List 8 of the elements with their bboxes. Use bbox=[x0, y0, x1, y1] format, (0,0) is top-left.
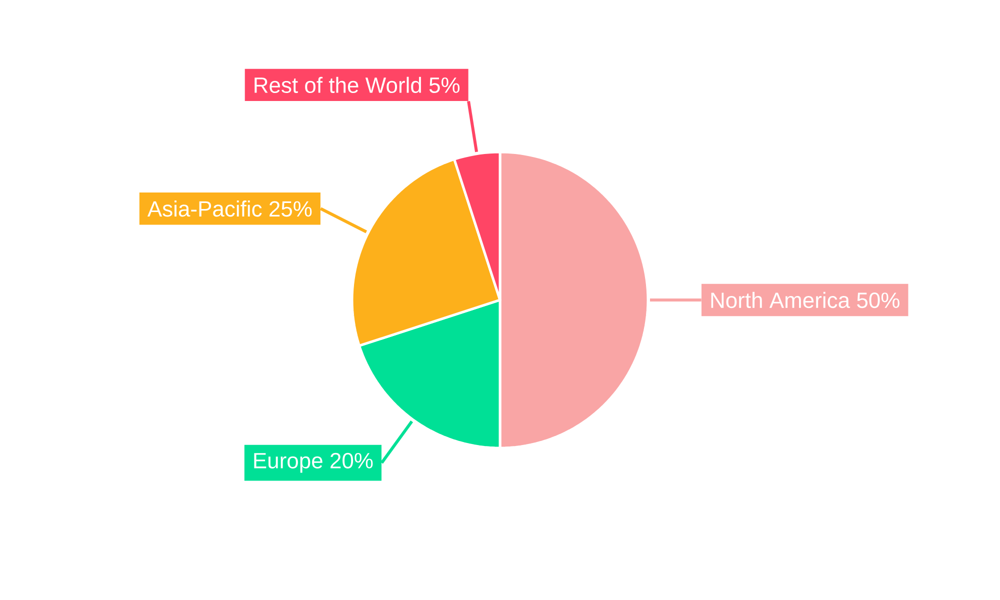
slice-label: Europe bbox=[254, 453, 322, 473]
slice-label: North America bbox=[711, 292, 850, 308]
data-label: 50% bbox=[857, 292, 900, 308]
data-label: 25% bbox=[270, 201, 312, 217]
slice-label: Rest of the World bbox=[254, 76, 421, 93]
slice-label: Asia-Pacific bbox=[147, 200, 262, 217]
data-label: 5% bbox=[429, 78, 460, 93]
data-label: 20% bbox=[330, 452, 373, 468]
